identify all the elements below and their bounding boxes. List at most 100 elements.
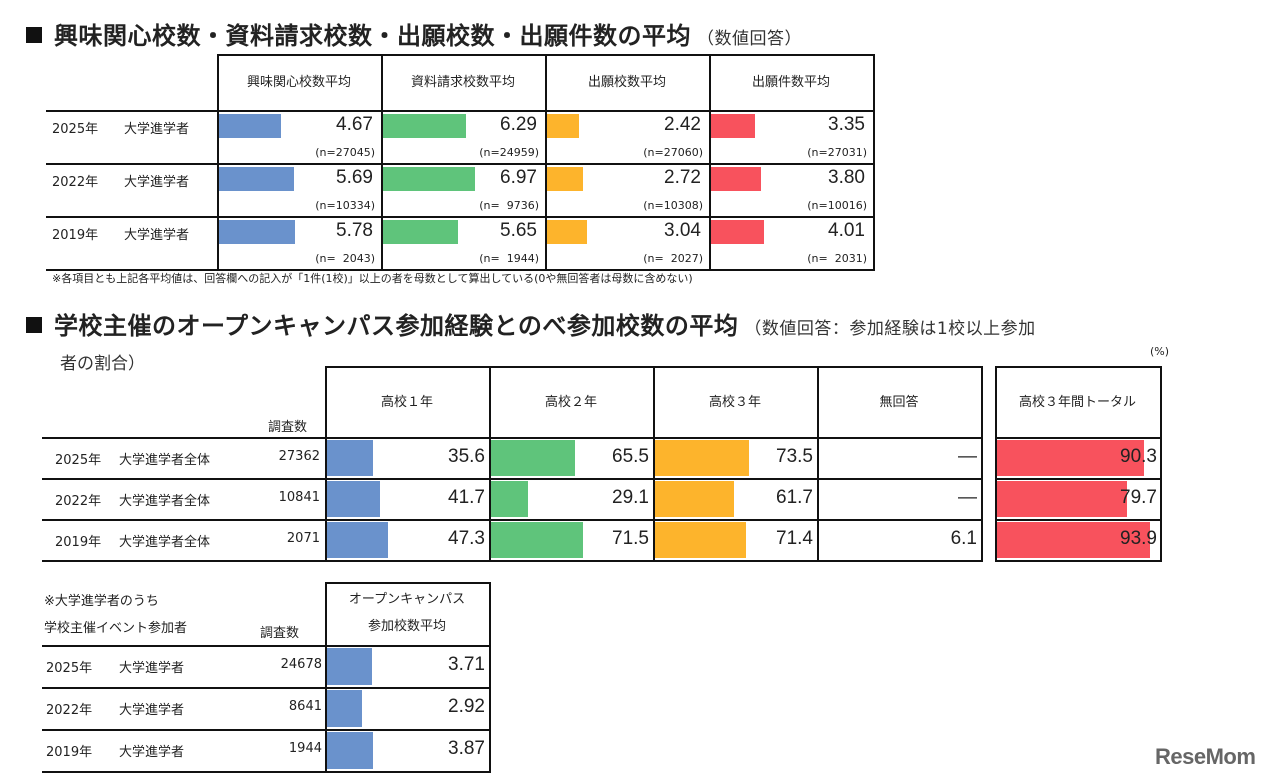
- table2-column-rule: [981, 366, 983, 562]
- row-group: 大学進学者: [119, 661, 185, 676]
- square-bullet-icon: [26, 317, 42, 333]
- column-header: 無回答: [879, 395, 919, 410]
- section1-note: ※各項目とも上記各平均値は、回答欄への記入が「1件(1校)」以上の者を母数として…: [52, 272, 693, 285]
- section2-subtitle: （数値回答：参加経験は1校以上参加: [744, 319, 1036, 339]
- column-header: 高校１年: [380, 395, 433, 410]
- data-bar-blue: [327, 440, 373, 476]
- row-count: 8641: [288, 699, 322, 714]
- data-value: 47.3: [448, 528, 485, 549]
- count-header: 調査数: [268, 420, 308, 435]
- table3-row-rule: [42, 687, 491, 689]
- data-bar-blue: [327, 522, 388, 558]
- sub-label: ※大学進学者のうち: [44, 594, 159, 609]
- table2-total-header-rule: [995, 437, 1162, 439]
- table2-total-top-rule: [995, 366, 1162, 368]
- data-value: 2.42: [664, 114, 701, 135]
- data-bar-red: [997, 522, 1150, 558]
- data-bar-orange: [655, 440, 750, 476]
- column-header: 高校２年: [544, 395, 597, 410]
- table2-row-rule: [42, 519, 983, 521]
- table3-column-rule: [489, 582, 491, 773]
- row-year: 2025年: [46, 661, 93, 676]
- data-value: 4.01: [828, 220, 865, 241]
- sample-size: (n= 2027): [643, 252, 703, 265]
- data-value: 3.87: [448, 738, 485, 759]
- row-count: 2071: [286, 531, 320, 546]
- square-bullet-icon: [26, 27, 42, 43]
- column-header: 資料請求校数平均: [410, 75, 515, 90]
- table2-total-row-rule: [995, 478, 1162, 480]
- table3-header-rule: [42, 645, 491, 647]
- data-bar-orange: [655, 481, 734, 517]
- data-value: 6.1: [950, 528, 977, 549]
- table2-total-row-rule: [995, 519, 1162, 521]
- data-value: 65.5: [612, 446, 649, 467]
- data-bar-orange: [547, 114, 579, 138]
- data-value: 3.71: [448, 654, 485, 675]
- data-bar-green: [491, 440, 575, 476]
- row-group: 大学進学者全体: [119, 453, 211, 468]
- data-bar-blue: [327, 690, 363, 727]
- table1-row-rule: [46, 163, 875, 165]
- sample-size: (n= 2031): [807, 252, 867, 265]
- data-value: 5.65: [500, 220, 537, 241]
- data-bar-red: [997, 440, 1145, 476]
- sample-size: (n=10308): [643, 199, 703, 212]
- table3-top-rule: [325, 582, 491, 584]
- data-bar-red: [711, 114, 756, 138]
- table2-row-rule: [42, 478, 983, 480]
- row-group: 大学進学者全体: [119, 494, 211, 509]
- section1-title: 興味関心校数・資料請求校数・出願校数・出願件数の平均: [54, 22, 691, 50]
- sample-size: (n=27060): [643, 146, 703, 159]
- row-group: 大学進学者: [124, 228, 190, 243]
- data-bar-green: [383, 220, 458, 244]
- data-bar-orange: [547, 220, 588, 244]
- data-value: 35.6: [448, 446, 485, 467]
- column-header: 高校３年: [708, 395, 761, 410]
- sample-size: (n=10016): [807, 199, 867, 212]
- data-value: 73.5: [776, 446, 813, 467]
- column-header: 興味関心校数平均: [246, 75, 351, 90]
- data-value: 6.29: [500, 114, 537, 135]
- row-year: 2019年: [46, 745, 93, 760]
- row-count: 10841: [278, 490, 320, 505]
- data-value: 2.92: [448, 696, 485, 717]
- row-count: 24678: [280, 657, 322, 672]
- data-value: 6.97: [500, 167, 537, 188]
- row-group: 大学進学者: [119, 745, 185, 760]
- section2-subtitle-cont: 者の割合）: [60, 354, 145, 374]
- sample-size: (n=10334): [315, 199, 375, 212]
- data-value: 2.72: [664, 167, 701, 188]
- data-value: 5.78: [336, 220, 373, 241]
- sample-size: (n=24959): [479, 146, 539, 159]
- data-value: 61.7: [776, 487, 813, 508]
- table1-column-rule: [217, 54, 219, 271]
- data-bar-green: [383, 167, 475, 191]
- table1-column-rule: [873, 54, 875, 271]
- data-value: 3.35: [828, 114, 865, 135]
- column-header: 出願校数平均: [587, 75, 666, 90]
- data-value: 3.80: [828, 167, 865, 188]
- data-bar-orange: [547, 167, 583, 191]
- table2-column-rule: [489, 366, 491, 562]
- table2-total-rule: [1160, 366, 1162, 562]
- sub-label: 学校主催イベント参加者: [44, 621, 188, 636]
- unit-label: (%): [1150, 345, 1170, 358]
- data-value: 4.67: [336, 114, 373, 135]
- column-header: オープンキャンパス: [348, 592, 466, 607]
- data-bar-blue: [327, 648, 372, 685]
- data-value: ―: [958, 487, 977, 508]
- count-header: 調査数: [260, 626, 300, 641]
- data-value-total: 93.9: [1120, 528, 1157, 549]
- data-bar-blue: [219, 220, 296, 244]
- table1-column-rule: [545, 54, 547, 271]
- data-bar-green: [491, 481, 529, 517]
- data-bar-green: [491, 522, 583, 558]
- data-bar-red: [711, 167, 762, 191]
- section2-heading: 学校主催のオープンキャンパス参加経験とのべ参加校数の平均 （数値回答：参加経験は1…: [26, 306, 1036, 341]
- row-group: 大学進学者全体: [119, 535, 211, 550]
- data-value: 29.1: [612, 487, 649, 508]
- row-group: 大学進学者: [119, 703, 185, 718]
- row-year: 2022年: [46, 703, 93, 718]
- resemom-logo: ReseMom: [1155, 744, 1256, 769]
